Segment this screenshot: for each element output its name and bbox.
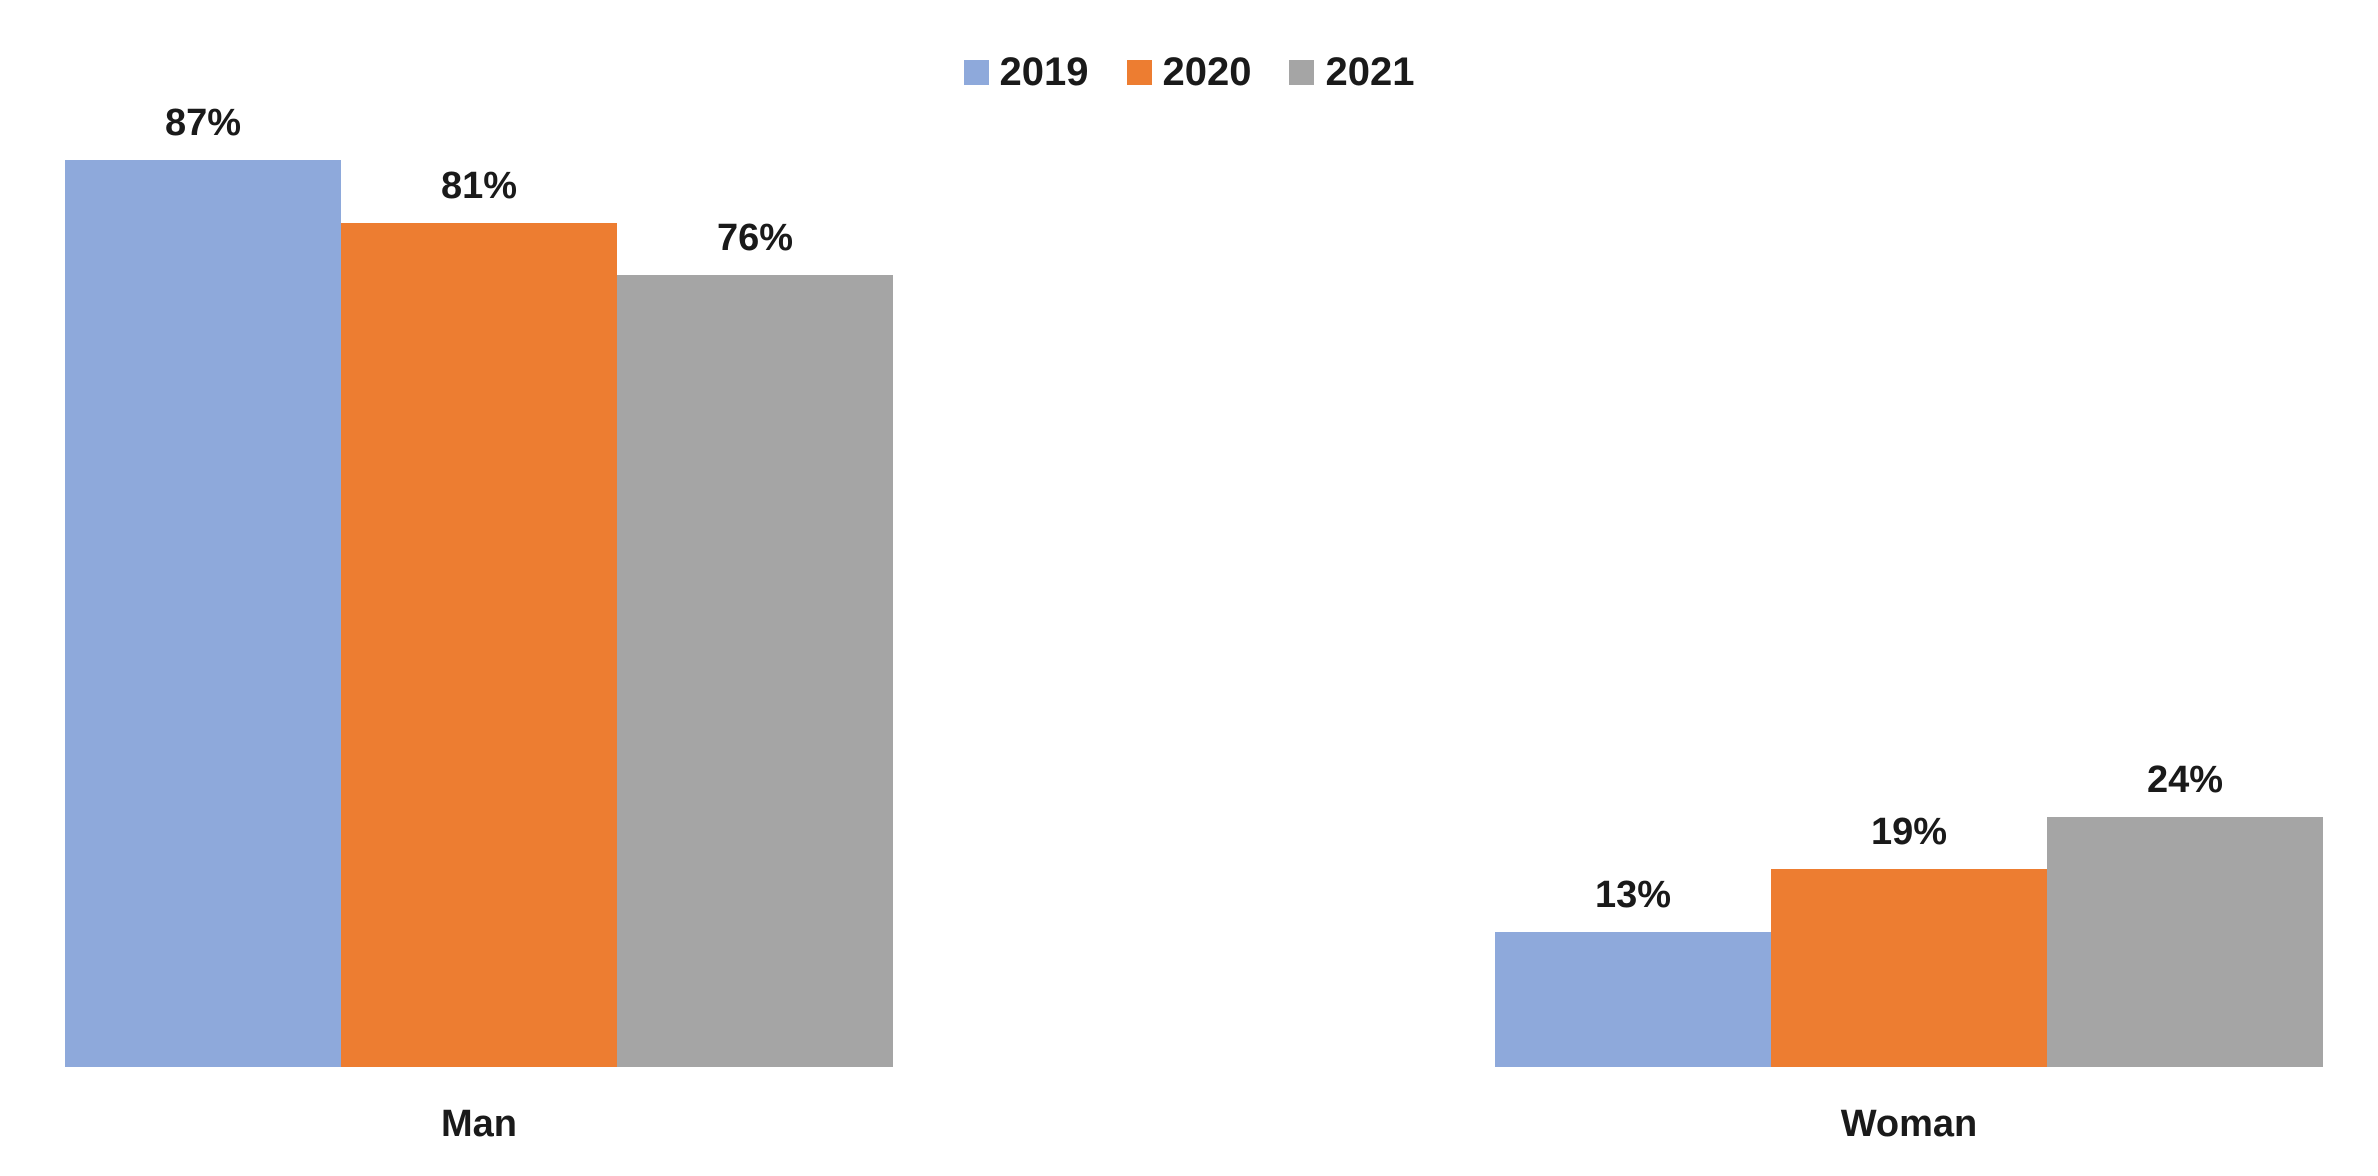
legend-swatch-2019 (963, 59, 989, 85)
bar-man-2020 (341, 223, 617, 1067)
bar-man-2021 (617, 275, 893, 1067)
legend-item-2020: 2020 (1126, 50, 1252, 94)
bar-woman-2019 (1495, 932, 1771, 1067)
legend-item-2021: 2021 (1289, 50, 1414, 94)
bar-value-label-man-2020: 81% (440, 165, 518, 207)
legend-item-2019: 2019 (963, 50, 1089, 94)
bar-woman-2020 (1771, 869, 2047, 1067)
bar-value-label-woman-2021: 24% (2146, 759, 2224, 801)
legend-label: 2019 (999, 50, 1089, 94)
bar-value-label-woman-2019: 13% (1594, 874, 1672, 916)
legend-label: 2021 (1325, 50, 1415, 94)
bar-value-label-woman-2020: 19% (1870, 811, 1948, 853)
bar-value-label-man-2019: 87% (164, 102, 242, 144)
bar-value-label-man-2021: 76% (716, 217, 794, 259)
bar-woman-2021 (2047, 817, 2323, 1067)
bar-man-2019 (65, 160, 341, 1067)
chart-legend: 2019 2020 2021 (0, 50, 2378, 94)
legend-label: 2020 (1162, 50, 1252, 94)
legend-swatch-2020 (1126, 59, 1152, 85)
legend-swatch-2021 (1289, 59, 1315, 85)
category-label-man: Man (441, 1103, 517, 1145)
category-label-woman: Woman (1840, 1103, 1978, 1145)
